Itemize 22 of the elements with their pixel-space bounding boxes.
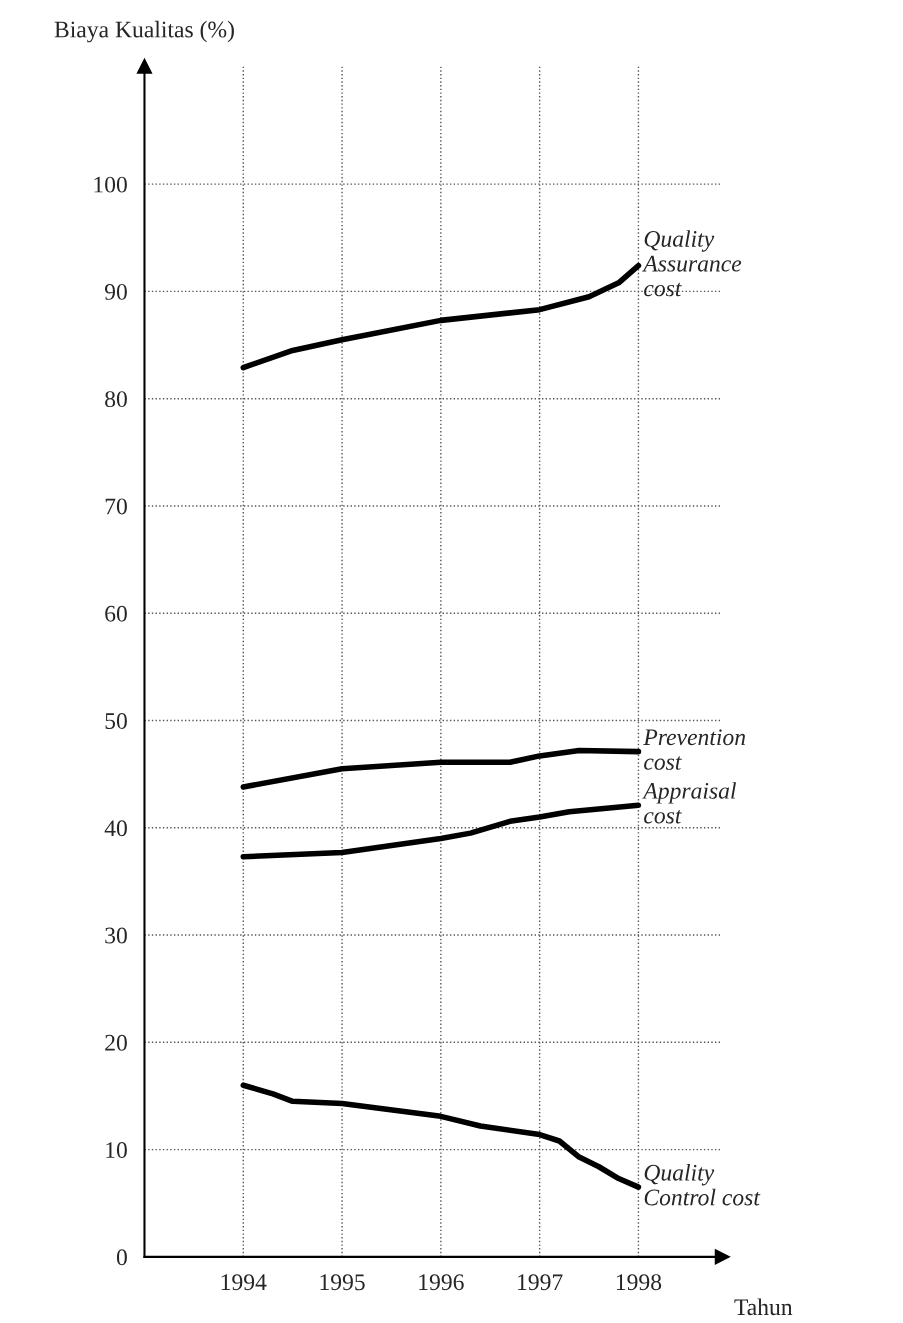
- y-tick-label: 40: [104, 820, 127, 837]
- series-label: Quality Assurance cost: [642, 230, 742, 297]
- series-label: Quality Control cost: [644, 1164, 761, 1206]
- y-tick-label: 10: [106, 1142, 127, 1158]
- series-label: Prevention cost: [643, 729, 746, 770]
- x-tick-label: 1995: [320, 1274, 365, 1291]
- x-tick-label: 1997: [518, 1274, 563, 1291]
- x-tick-label: 1996: [419, 1274, 464, 1291]
- x-axis-title: Tahun: [734, 1298, 793, 1316]
- y-tick-label: 30: [105, 927, 127, 944]
- y-tick-label: 0: [116, 1249, 127, 1266]
- y-tick-label: 20: [105, 1034, 127, 1051]
- y-tick-label: 50: [105, 712, 127, 729]
- y-tick-label: 70: [105, 498, 127, 515]
- y-tick-label: 60: [105, 605, 127, 622]
- series-label: Appraisal cost: [642, 782, 736, 824]
- y-tick-label: 90: [104, 283, 127, 300]
- y-tick-label: 80: [105, 391, 127, 408]
- x-tick-label: 1998: [616, 1274, 662, 1291]
- y-axis-title: Biaya Kualitas (%): [54, 20, 234, 43]
- x-tick-label: 1994: [221, 1274, 267, 1291]
- y-tick-label: 100: [94, 176, 127, 193]
